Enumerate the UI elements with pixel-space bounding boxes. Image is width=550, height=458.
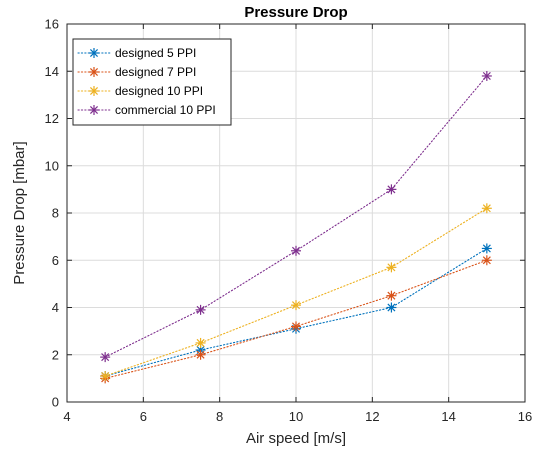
data-point: [386, 302, 397, 313]
y-tick-label: 2: [52, 347, 59, 362]
y-tick-label: 4: [52, 300, 59, 315]
legend-item: designed 10 PPI: [77, 84, 203, 98]
series-4: [100, 70, 492, 363]
y-tick-label: 0: [52, 395, 59, 410]
x-tick-label: 4: [63, 409, 70, 424]
x-tick-label: 8: [216, 409, 223, 424]
data-point: [100, 371, 111, 382]
data-point: [195, 337, 206, 348]
series-2: [100, 255, 492, 384]
series-3: [100, 203, 492, 382]
x-tick-label: 14: [441, 409, 455, 424]
y-tick-label: 14: [45, 64, 59, 79]
y-tick-label: 16: [45, 17, 59, 32]
data-point: [195, 304, 206, 315]
data-point: [481, 255, 492, 266]
data-point: [386, 184, 397, 195]
series-line: [104, 247, 488, 377]
legend-marker: [89, 67, 99, 77]
legend-marker: [89, 105, 99, 115]
y-tick-label: 12: [45, 111, 59, 126]
x-tick-label: 10: [289, 409, 303, 424]
data-point: [481, 203, 492, 214]
legend-marker: [89, 48, 99, 58]
x-tick-label: 6: [140, 409, 147, 424]
legend-label: designed 10 PPI: [115, 84, 203, 98]
chart-title: Pressure Drop: [244, 4, 347, 21]
data-point: [291, 300, 301, 311]
y-tick-label: 8: [52, 206, 59, 221]
y-tick-label: 10: [45, 158, 59, 173]
data-point: [481, 243, 492, 254]
data-point: [386, 262, 397, 273]
x-tick-label: 12: [365, 409, 379, 424]
data-point: [481, 70, 492, 81]
data-point: [100, 352, 111, 363]
y-axis-label: Pressure Drop [mbar]: [11, 141, 28, 284]
axis-ticks: 4 6 8 10 12 14 16 0 2 4 6 8 10 12 14 16: [45, 17, 533, 425]
series-group: [100, 70, 492, 384]
x-axis-label: Air speed [m/s]: [246, 430, 346, 447]
legend-label: designed 7 PPI: [115, 65, 196, 79]
data-point: [291, 321, 301, 332]
legend-item: designed 7 PPI: [77, 65, 196, 79]
x-tick-label: 16: [518, 409, 532, 424]
legend-label: commercial 10 PPI: [115, 103, 216, 117]
legend-marker: [89, 86, 99, 96]
data-point: [195, 349, 206, 360]
legend-item: designed 5 PPI: [77, 46, 196, 60]
legend-item: commercial 10 PPI: [77, 103, 216, 117]
data-point: [386, 290, 397, 301]
y-tick-label: 6: [52, 253, 59, 268]
legend-label: designed 5 PPI: [115, 46, 196, 60]
legend: designed 5 PPI designed 7 PPI designed 10 …: [72, 38, 232, 126]
data-point: [291, 245, 301, 256]
